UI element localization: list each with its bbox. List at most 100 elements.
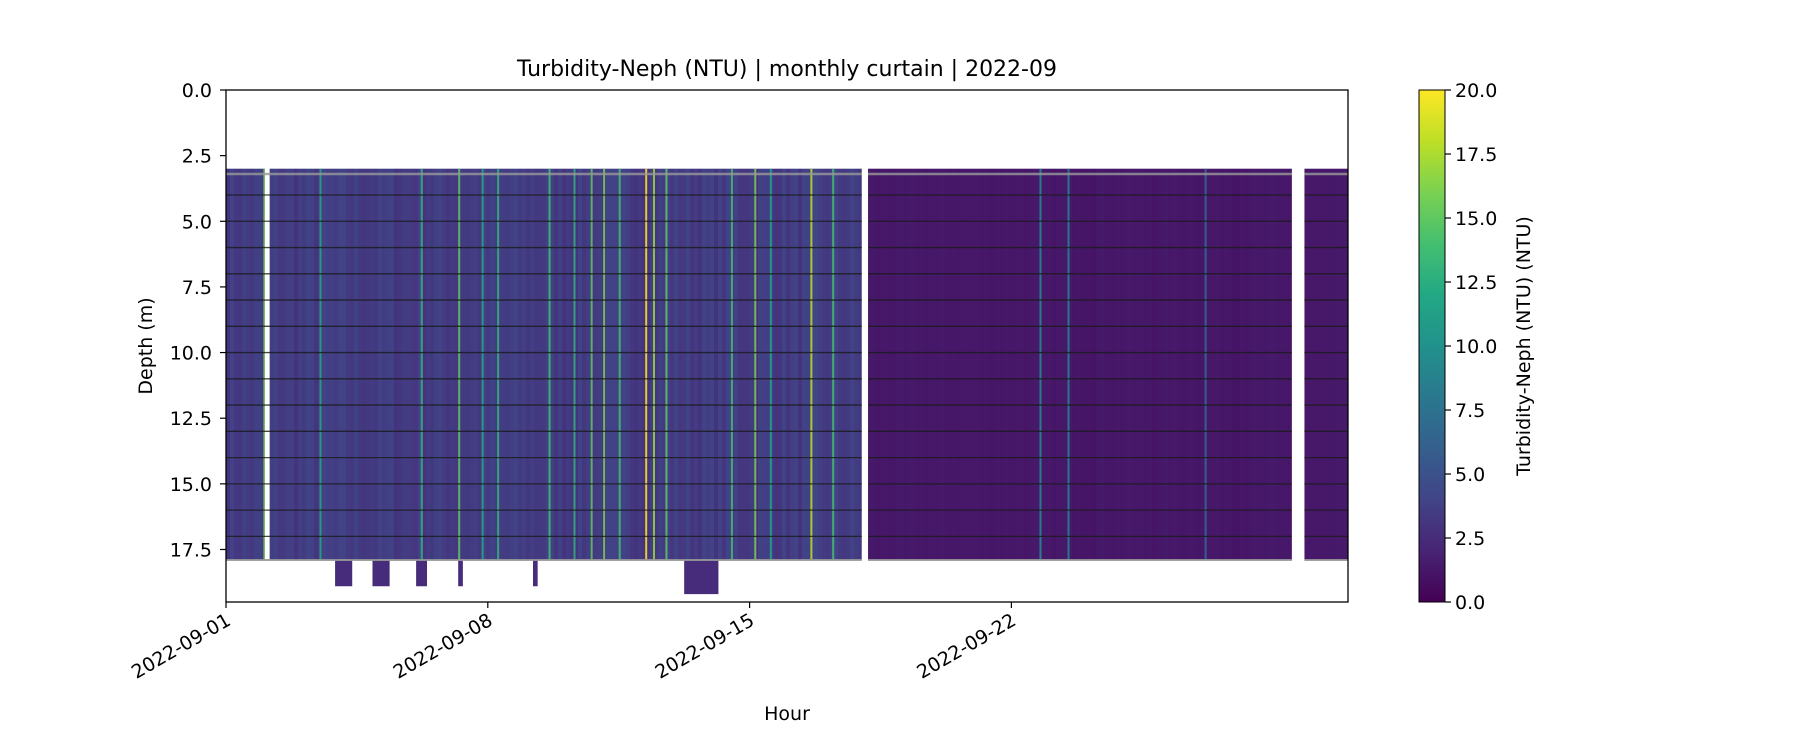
curtain-column — [948, 168, 953, 560]
curtain-column — [658, 168, 662, 560]
curtain-column — [1020, 168, 1025, 560]
curtain-column — [968, 168, 973, 560]
curtain-column — [1048, 168, 1053, 560]
curtain-column — [494, 168, 498, 560]
deep-extension — [416, 559, 428, 587]
curtain-column — [774, 168, 778, 560]
curtain-column — [1208, 168, 1213, 560]
curtain-column — [1264, 168, 1269, 560]
colorbar-tick-label: 7.5 — [1455, 400, 1485, 422]
curtain-column — [274, 168, 278, 560]
colorbar-tick-label: 2.5 — [1455, 528, 1485, 550]
curtain-column — [1076, 168, 1081, 560]
curtain-column — [370, 168, 374, 560]
curtain-column — [710, 168, 714, 560]
curtain-column — [778, 168, 782, 560]
curtain-column — [1036, 168, 1041, 560]
curtain-column — [538, 168, 542, 560]
curtain-column — [278, 168, 282, 560]
curtain-column — [1056, 168, 1061, 560]
colorbar-tick-label: 10.0 — [1455, 336, 1497, 358]
colorbar-ticks: 0.0 2.5 5.0 7.5 10.0 12.5 15.0 17.5 20.0 — [1445, 80, 1497, 614]
curtain-column — [1256, 168, 1261, 560]
turbidity-streak — [645, 168, 648, 560]
curtain-column — [374, 168, 378, 560]
curtain-column — [414, 168, 418, 560]
curtain-column — [750, 168, 754, 560]
curtain-column — [802, 168, 806, 560]
curtain-column — [798, 168, 802, 560]
colorbar-tick-label: 15.0 — [1455, 208, 1497, 230]
curtain-column — [230, 168, 234, 560]
curtain-column — [634, 168, 638, 560]
turbidity-streak — [497, 168, 500, 560]
curtain-column — [506, 168, 510, 560]
curtain-column — [876, 168, 881, 560]
curtain-column — [976, 168, 981, 560]
curtain-column — [818, 168, 822, 560]
heatmap-area — [226, 90, 1348, 602]
curtain-column — [478, 168, 482, 560]
curtain-column — [594, 168, 598, 560]
curtain-column — [434, 168, 438, 560]
curtain-column — [1072, 168, 1077, 560]
curtain-column — [1200, 168, 1205, 560]
curtain-column — [1320, 168, 1325, 560]
deep-extension — [532, 559, 538, 587]
turbidity-streak — [1067, 168, 1070, 560]
curtain-column — [430, 168, 434, 560]
curtain-column — [1040, 168, 1045, 560]
curtain-column — [794, 168, 798, 560]
curtain-column — [398, 168, 402, 560]
curtain-column — [402, 168, 406, 560]
curtain-column — [474, 168, 478, 560]
curtain-column — [702, 168, 706, 560]
curtain-column — [566, 168, 570, 560]
curtain-column — [956, 168, 961, 560]
curtain-column — [706, 168, 710, 560]
curtain-column — [226, 168, 230, 560]
curtain-column — [1328, 168, 1333, 560]
curtain-column — [822, 168, 826, 560]
deep-extension — [335, 559, 353, 587]
curtain-column — [654, 168, 658, 560]
y-tick-label: 7.5 — [182, 277, 212, 299]
deep-extension — [458, 559, 463, 587]
curtain-column — [1312, 168, 1317, 560]
curtain-column — [928, 168, 933, 560]
curtain-column — [418, 168, 422, 560]
curtain-column — [346, 168, 350, 560]
curtain-column — [782, 168, 786, 560]
curtain-column — [1280, 168, 1285, 560]
curtain-column — [366, 168, 370, 560]
curtain-column — [904, 168, 909, 560]
curtain-column — [1232, 168, 1237, 560]
x-tick-label: 2022-09-15 — [651, 609, 758, 683]
turbidity-streak — [1204, 168, 1207, 560]
curtain-column — [666, 168, 670, 560]
data-gap — [861, 90, 869, 602]
turbidity-streak — [618, 168, 621, 560]
curtain-column — [502, 168, 506, 560]
curtain-column — [1100, 168, 1105, 560]
curtain-column — [334, 168, 338, 560]
curtain-column — [1168, 168, 1173, 560]
curtain-column — [952, 168, 957, 560]
curtain-column — [258, 168, 262, 560]
y-tick-label: 10.0 — [170, 343, 212, 365]
curtain-column — [550, 168, 554, 560]
curtain-column — [838, 168, 842, 560]
curtain-column — [534, 168, 538, 560]
curtain-column — [270, 168, 274, 560]
y-axis-label: Depth (m) — [135, 297, 157, 394]
curtain-column — [606, 168, 610, 560]
curtain-column — [626, 168, 630, 560]
chart-title: Turbidity-Neph (NTU) | monthly curtain |… — [516, 57, 1057, 82]
curtain-column — [1188, 168, 1193, 560]
curtain-column — [1340, 168, 1345, 560]
curtain-column — [314, 168, 318, 560]
curtain-column — [814, 168, 818, 560]
curtain-column — [306, 168, 310, 560]
curtain-column — [960, 168, 965, 560]
y-tick-label: 2.5 — [182, 146, 212, 168]
